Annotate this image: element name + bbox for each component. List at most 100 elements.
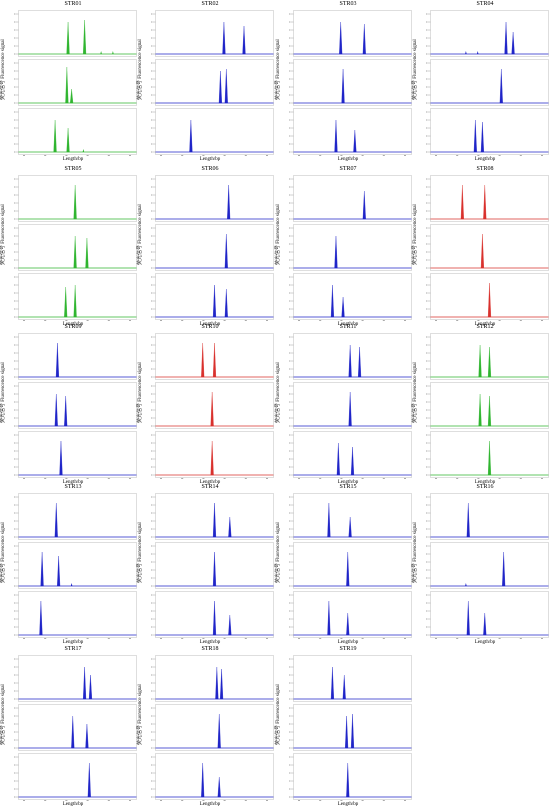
x-tick-label xyxy=(202,155,205,156)
y-tick-label xyxy=(426,512,428,514)
y-tick-label xyxy=(426,450,428,452)
allele-peak xyxy=(350,446,355,476)
y-tick-label xyxy=(14,666,16,668)
x-tick-label xyxy=(404,155,406,156)
y-tick-label xyxy=(426,352,428,354)
x-tick-label xyxy=(202,638,205,639)
allele-peak xyxy=(358,346,362,378)
plot-frame xyxy=(155,431,274,478)
allele-peak xyxy=(201,342,205,378)
plot-frame xyxy=(430,108,549,155)
x-tick-label xyxy=(519,478,522,479)
y-tick-label xyxy=(14,218,16,220)
y-tick-label xyxy=(289,284,291,286)
x-tick-label xyxy=(498,638,501,639)
allele-peak xyxy=(336,442,340,476)
electropherogram-panel xyxy=(151,10,274,156)
plot-frame xyxy=(293,493,412,540)
y-tick-label xyxy=(289,626,291,628)
trace-row-3 xyxy=(151,753,274,801)
x-axis-label: Length/bp xyxy=(199,640,221,645)
y-tick-label xyxy=(151,561,153,563)
y-tick-label xyxy=(151,504,153,506)
y-tick-label xyxy=(426,634,428,636)
panel-title: STR11 xyxy=(339,324,357,330)
y-tick-label xyxy=(14,86,16,88)
y-tick-label xyxy=(151,376,153,378)
plot-frame xyxy=(293,382,412,429)
electropherogram-panel xyxy=(426,10,549,156)
plot-frame xyxy=(430,542,549,589)
y-tick-label xyxy=(289,512,291,514)
y-tick-label xyxy=(426,561,428,563)
y-tick-label xyxy=(151,409,153,411)
allele-peak xyxy=(64,395,68,427)
y-axis-label: 荧光信号 Fluorescence signal xyxy=(276,522,281,583)
x-axis-label: Length/bp xyxy=(474,480,496,485)
y-tick-label xyxy=(289,235,291,237)
y-tick-label xyxy=(14,360,16,362)
y-tick-label xyxy=(289,496,291,498)
y-tick-label xyxy=(289,78,291,80)
electropherogram-panel xyxy=(14,175,137,321)
y-tick-label xyxy=(151,385,153,387)
y-tick-label xyxy=(14,300,16,302)
x-tick-label xyxy=(244,478,247,479)
x-tick-label xyxy=(23,800,25,801)
y-tick-label xyxy=(14,194,16,196)
y-tick-label xyxy=(151,756,153,758)
y-tick-label xyxy=(289,37,291,39)
trace-row-3 xyxy=(151,431,274,479)
x-tick-label xyxy=(86,155,89,156)
y-tick-label xyxy=(289,698,291,700)
x-tick-label xyxy=(23,478,25,479)
allele-peak xyxy=(218,70,222,104)
y-tick-label xyxy=(14,796,16,798)
x-tick-label xyxy=(298,320,300,321)
y-tick-label xyxy=(14,393,16,395)
y-tick-label xyxy=(151,344,153,346)
y-tick-label xyxy=(14,94,16,96)
allele-peak xyxy=(66,127,70,153)
y-tick-label xyxy=(426,520,428,522)
y-tick-label xyxy=(14,53,16,55)
x-tick-label xyxy=(340,155,343,156)
y-tick-label xyxy=(426,577,428,579)
x-tick-label xyxy=(361,478,364,479)
allele-peak xyxy=(345,715,349,749)
y-tick-label xyxy=(151,243,153,245)
y-tick-label xyxy=(14,594,16,596)
x-tick-label xyxy=(160,155,162,156)
y-tick-label xyxy=(289,417,291,419)
y-tick-label xyxy=(151,86,153,88)
y-tick-label xyxy=(289,764,291,766)
y-tick-label xyxy=(426,336,428,338)
x-tick-label xyxy=(340,320,343,321)
y-tick-label xyxy=(426,143,428,145)
y-tick-label xyxy=(289,723,291,725)
y-tick-label xyxy=(14,504,16,506)
x-tick-label xyxy=(65,320,68,321)
y-tick-label xyxy=(426,594,428,596)
electropherogram-panel xyxy=(426,493,549,639)
y-tick-label xyxy=(289,344,291,346)
allele-peak xyxy=(71,715,75,749)
y-tick-label xyxy=(151,715,153,717)
allele-peak xyxy=(327,502,331,538)
y-tick-label xyxy=(289,450,291,452)
trace-row-2 xyxy=(151,704,274,751)
x-tick-label xyxy=(266,478,268,479)
y-tick-label xyxy=(289,94,291,96)
y-tick-label xyxy=(151,450,153,452)
y-tick-label xyxy=(14,259,16,261)
plot-frame xyxy=(18,704,137,751)
y-tick-label xyxy=(151,772,153,774)
plot-frame xyxy=(18,382,137,429)
y-tick-label xyxy=(14,78,16,80)
x-tick-label xyxy=(519,638,522,639)
allele-peak xyxy=(66,21,70,55)
plot-frame xyxy=(155,175,274,222)
x-tick-label xyxy=(404,478,406,479)
x-axis-label: Length/bp xyxy=(337,640,359,645)
electropherogram-panel xyxy=(151,333,274,479)
